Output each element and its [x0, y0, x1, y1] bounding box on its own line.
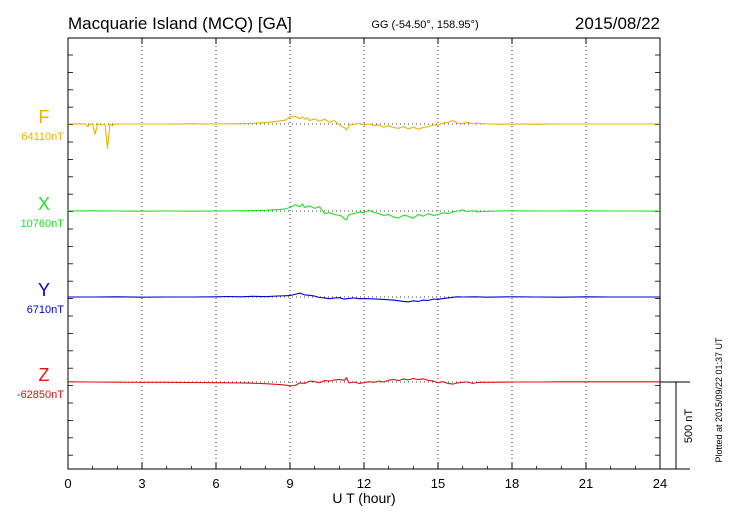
chart-title: Macquarie Island (MCQ) [GA]	[68, 14, 292, 33]
chart-date: 2015/08/22	[575, 14, 660, 33]
x-tick-label: 12	[357, 476, 371, 491]
x-tick-label: 6	[212, 476, 219, 491]
x-tick-label: 9	[286, 476, 293, 491]
series-line-y	[68, 292, 660, 303]
series-baseline-f: 64110nT	[21, 131, 64, 143]
series-name-z: Z	[39, 365, 50, 385]
series-line-x	[67, 203, 661, 221]
series-name-f: F	[39, 107, 50, 127]
series-labels: F 64110nT X 10760nT Y 6710nT Z -62850nT	[17, 107, 64, 401]
plotted-note: Plotted at 2015/09/22 01:37 UT	[714, 337, 724, 463]
x-tick-label: 24	[653, 476, 667, 491]
scale-bar-label: 500 nT	[683, 409, 695, 444]
series-baseline-y: 6710nT	[27, 304, 65, 316]
series-group	[67, 115, 661, 387]
series-name-x: X	[38, 194, 50, 214]
series-line-z	[67, 377, 660, 387]
station-coords: GG (-54.50°, 158.95°)	[371, 19, 478, 31]
x-axis-label: U T (hour)	[332, 490, 395, 506]
x-tick-label: 15	[431, 476, 445, 491]
series-line-f	[67, 115, 660, 149]
y-minor-ticks	[68, 54, 660, 456]
series-baseline-z: -62850nT	[17, 389, 64, 401]
x-tick-label: 21	[579, 476, 593, 491]
grid	[68, 38, 660, 469]
x-tick-label: 0	[64, 476, 71, 491]
x-tick-label: 18	[505, 476, 519, 491]
x-axis: 0 3 6 9 12 15 18 21 24	[64, 38, 667, 491]
series-baseline-x: 10760nT	[21, 218, 65, 230]
x-tick-label: 3	[138, 476, 145, 491]
series-name-y: Y	[38, 280, 50, 300]
